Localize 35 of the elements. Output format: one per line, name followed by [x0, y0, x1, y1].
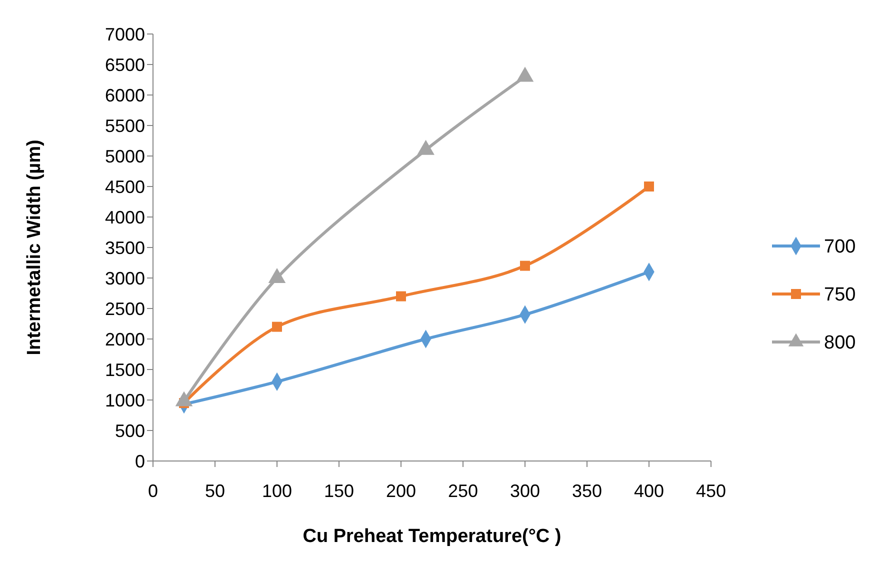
- y-tick-label: 2000: [104, 329, 145, 350]
- point: [516, 66, 534, 82]
- x-tick-label: 0: [148, 481, 158, 501]
- y-tick-label: 7000: [104, 24, 145, 44]
- x-tick-label: 200: [386, 481, 416, 501]
- x-tick-label: 400: [634, 481, 664, 501]
- y-axis-title: Intermetallic Width (µm): [24, 140, 45, 356]
- x-tick-label: 350: [572, 481, 602, 501]
- y-tick-label: 4000: [104, 207, 145, 228]
- x-tick-label: 50: [204, 481, 226, 501]
- y-tick-label: 2500: [104, 298, 145, 319]
- y-tick-label: 6000: [104, 85, 145, 106]
- point: [520, 260, 530, 271]
- legend-label: 800: [824, 332, 856, 354]
- x-tick-label: 250: [448, 481, 478, 501]
- y-tick-label: 3000: [104, 268, 145, 288]
- y-tick-label: 500: [114, 420, 145, 441]
- x-tick-label: 450: [696, 481, 726, 501]
- x-tick-label: 100: [262, 481, 292, 501]
- y-tick-label: 5000: [104, 146, 145, 166]
- legend-label: 700: [824, 236, 856, 258]
- x-tick-label: 300: [510, 481, 540, 501]
- legend-label: 750: [824, 284, 856, 306]
- x-tick-label: 150: [324, 481, 354, 501]
- y-tick-label: 6500: [104, 54, 145, 75]
- y-tick-label: 5500: [104, 116, 145, 136]
- point: [272, 322, 282, 332]
- y-tick-label: 4500: [104, 176, 145, 197]
- y-tick-label: 1500: [104, 360, 145, 380]
- x-axis-title: Cu Preheat Temperature(°C ): [302, 526, 562, 547]
- point: [396, 291, 406, 302]
- y-tick-label: 3500: [104, 238, 145, 258]
- y-tick-label: 1000: [104, 390, 145, 410]
- y-tick-label: 0: [134, 451, 145, 472]
- point: [644, 182, 654, 192]
